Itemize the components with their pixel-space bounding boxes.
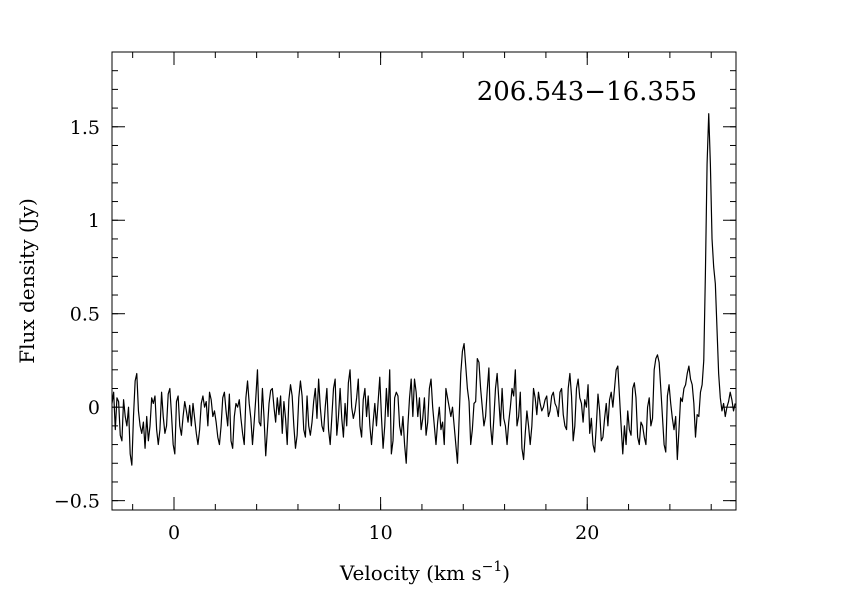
x-axis-label: Velocity (km s−1): [339, 559, 510, 585]
y-axis-label: Flux density (Jy): [15, 198, 39, 364]
plot-frame: [111, 51, 737, 511]
axis-ticks: [112, 51, 736, 510]
source-annotation: 206.543−16.355: [477, 77, 697, 107]
x-tick-label: 0: [168, 522, 180, 544]
y-tick-label: 0: [88, 397, 100, 419]
x-tick-label: 20: [575, 522, 599, 544]
x-tick-label: 10: [369, 522, 393, 544]
y-tick-label: 0.5: [70, 304, 100, 326]
spectrum-line: [111, 113, 736, 466]
tick-labels: 0 10 20 −0.5 0 0.5 1 1.5: [54, 117, 599, 544]
y-tick-label: 1.5: [70, 117, 100, 139]
y-tick-label: −0.5: [54, 491, 100, 513]
y-tick-label: 1: [88, 210, 100, 232]
